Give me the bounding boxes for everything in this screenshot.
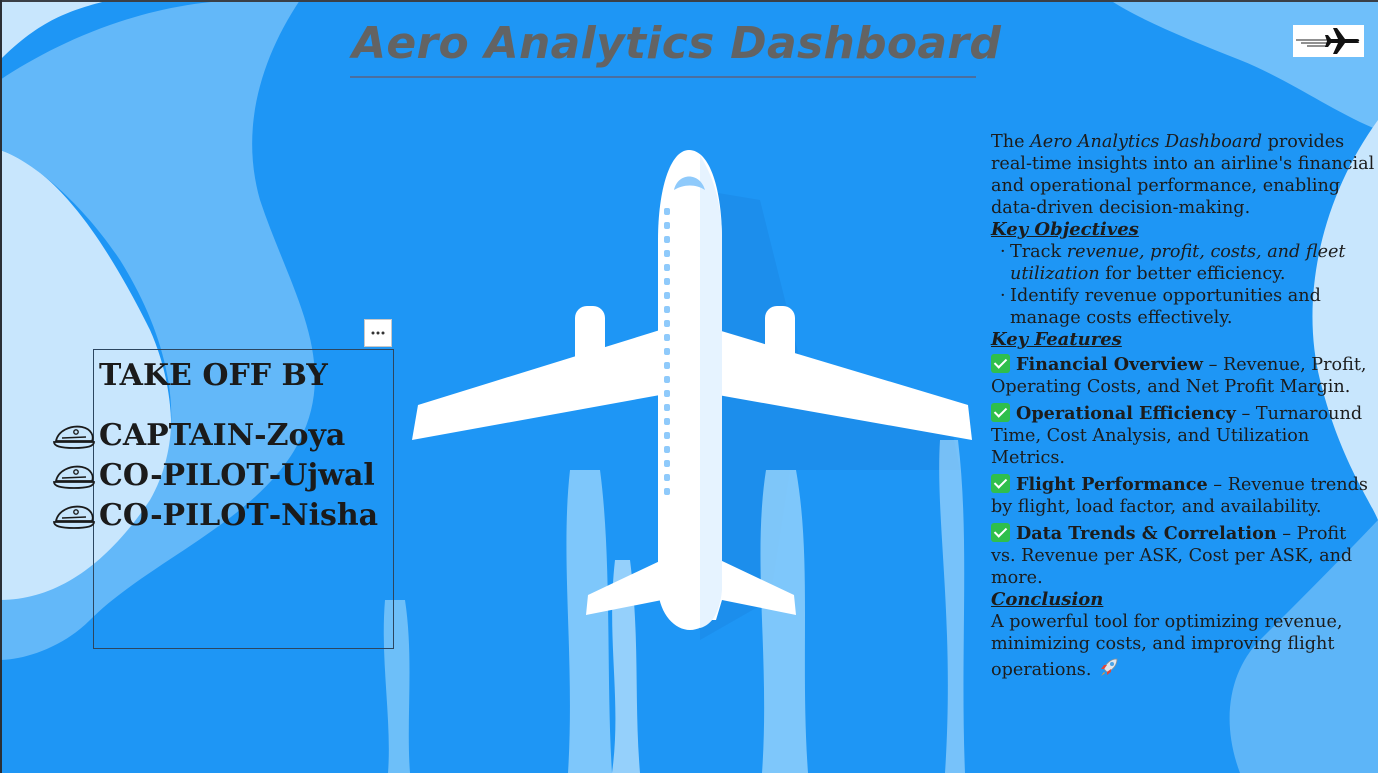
right-wing-shape (718, 330, 972, 440)
contrail-right-inner (939, 440, 965, 773)
cabin-window (664, 208, 670, 215)
cockpit-window-shape (674, 176, 705, 190)
feature-item: Data Trends & Correlation – Profit vs. R… (991, 523, 1353, 588)
pilot-hat-icon (53, 465, 95, 489)
cabin-window (664, 278, 670, 285)
left-cloud-shape (0, 150, 172, 609)
team-heading: TAKE OFF BY (99, 358, 328, 393)
cabin-windows (664, 208, 670, 495)
more-options-button[interactable] (364, 319, 392, 347)
take-off-by-card (93, 349, 394, 649)
crew-separator: - (268, 458, 282, 493)
crew-row-captain: CAPTAIN - Zoya (52, 416, 345, 456)
cabin-window (664, 250, 670, 257)
fuselage-shade (700, 155, 722, 628)
pilot-hat-icon (53, 425, 95, 449)
features-heading: Key Features (991, 329, 1122, 350)
cabin-window (664, 236, 670, 243)
crew-role: CAPTAIN (99, 418, 255, 453)
crew-row-copilot-2: CO-PILOT - Nisha (52, 496, 378, 536)
objectives-heading: Key Objectives (991, 219, 1139, 240)
left-wing-shape (412, 330, 660, 440)
crew-name: Zoya (266, 418, 346, 453)
cabin-window (664, 362, 670, 369)
conclusion-heading: Conclusion (991, 589, 1104, 610)
cabin-window (664, 222, 670, 229)
objectives-list: · Track revenue, profit, costs, and fleet… (991, 241, 1376, 329)
feature-item: Operational Efficiency – Turnaround Time… (991, 403, 1363, 468)
cabin-window (664, 320, 670, 327)
cabin-window (664, 306, 670, 313)
feature-item: Financial Overview – Revenue, Profit, Op… (991, 354, 1367, 397)
list-item: · Identify revenue opportunities and mana… (1000, 286, 1321, 328)
page-title: Aero Analytics Dashboard (352, 18, 1002, 69)
contrail-left-far (383, 600, 410, 773)
cabin-window (664, 432, 670, 439)
check-mark-icon (991, 523, 1010, 542)
airplane-icon (1293, 25, 1364, 57)
crew-role: CO-PILOT (99, 498, 269, 533)
contrail-left-inner (612, 560, 640, 773)
window-left-border (0, 0, 2, 773)
cabin-window (664, 292, 670, 299)
list-item: · Track revenue, profit, costs, and fleet… (1000, 242, 1346, 284)
rocket-icon (1101, 658, 1118, 676)
left-band-shape (0, 0, 315, 660)
right-band-shape (1229, 520, 1378, 773)
title-underline (350, 76, 976, 78)
check-mark-icon (991, 354, 1010, 373)
cabin-window (664, 474, 670, 481)
feature-item: Flight Performance – Revenue trends by f… (991, 474, 1368, 517)
cabin-window (664, 348, 670, 355)
cabin-window (664, 390, 670, 397)
more-options-icon (371, 331, 385, 335)
contrail-left-outer (566, 470, 612, 773)
right-wave-shape (1312, 120, 1378, 520)
contrail-right-outer (760, 470, 808, 773)
window-top-border (0, 0, 1378, 2)
cabin-window (664, 488, 670, 495)
cabin-window (664, 418, 670, 425)
crew-row-copilot-1: CO-PILOT - Ujwal (52, 456, 375, 496)
crew-separator: - (254, 418, 267, 453)
left-wave-shape (0, 0, 110, 60)
cabin-window (664, 264, 670, 271)
crew-name: Ujwal (281, 458, 375, 493)
pilot-hat-icon (53, 505, 95, 529)
crew-name: Nisha (281, 498, 379, 533)
check-mark-icon (991, 474, 1010, 493)
cabin-window (664, 460, 670, 467)
cabin-window (664, 446, 670, 453)
cabin-window (664, 376, 670, 383)
right-cloud-shape (1110, 0, 1378, 130)
dashboard-description-panel: The Aero Analytics Dashboard provides re… (991, 131, 1376, 681)
crew-separator: - (268, 498, 282, 533)
conclusion-paragraph: A powerful tool for optimizing revenue, … (991, 612, 1343, 680)
check-mark-icon (991, 403, 1010, 422)
intro-paragraph: The Aero Analytics Dashboard provides re… (991, 132, 1375, 218)
cabin-window (664, 334, 670, 341)
cabin-window (664, 404, 670, 411)
crew-role: CO-PILOT (99, 458, 269, 493)
